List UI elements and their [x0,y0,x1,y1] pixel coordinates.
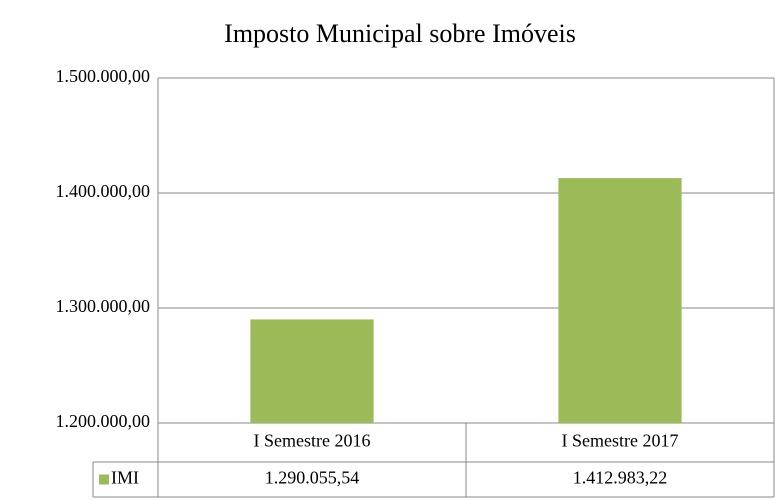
chart-title: Imposto Municipal sobre Imóveis [224,19,576,48]
x-tick-label: I Semestre 2016 [254,431,371,451]
y-tick-label: 1.200.000,00 [56,411,151,431]
legend-label: IMI [111,468,139,488]
data-table-value: 1.290.055,54 [265,468,360,488]
data-table-value: 1.412.983,22 [573,468,668,488]
x-tick-label: I Semestre 2017 [562,431,679,451]
bar [558,178,682,423]
legend-swatch [99,474,109,485]
y-tick-label: 1.400.000,00 [56,181,151,201]
y-tick-label: 1.500.000,00 [56,66,151,86]
bar [250,319,374,423]
y-tick-label: 1.300.000,00 [56,296,151,316]
